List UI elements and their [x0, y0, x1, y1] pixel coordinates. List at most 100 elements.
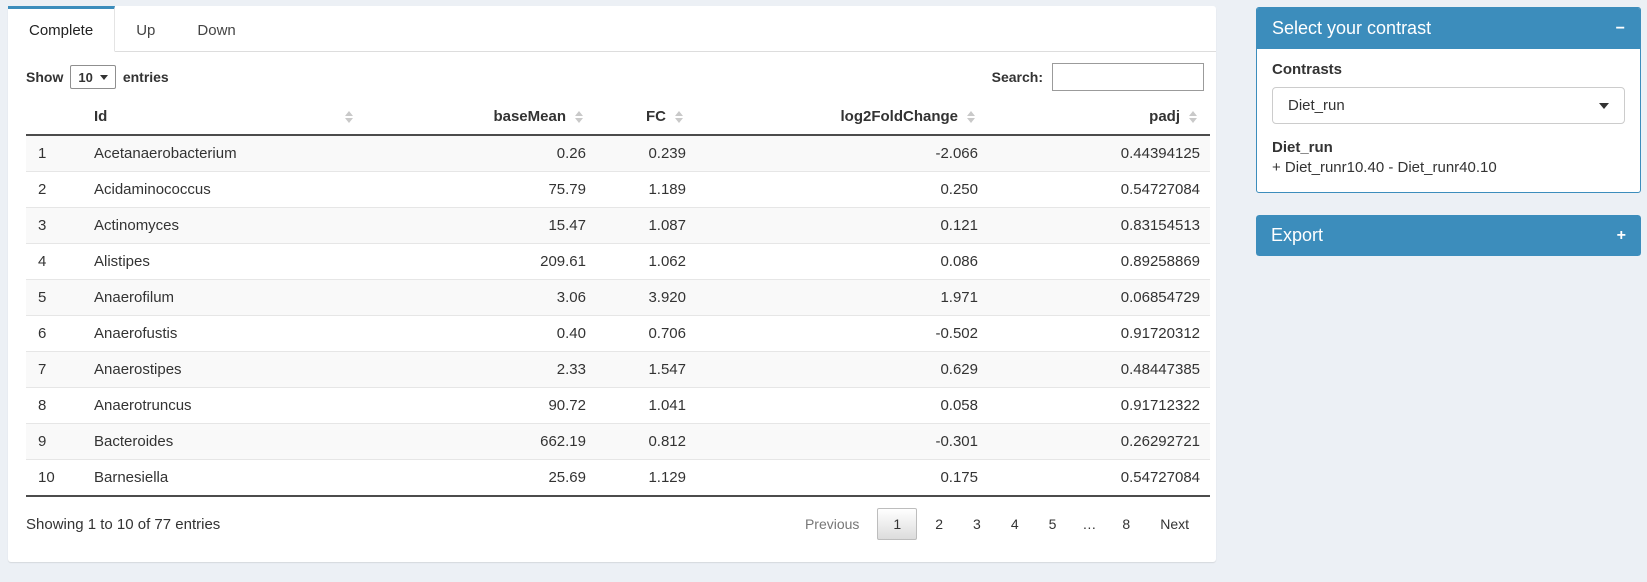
column-header-fc[interactable]: FC [596, 100, 696, 136]
export-panel-title: Export [1271, 225, 1324, 245]
cell-id: Anaerostipes [84, 351, 366, 388]
column-label: padj [1149, 108, 1180, 125]
table-row[interactable]: 9 Bacteroides 662.19 0.812 -0.301 0.26292721 [26, 423, 1210, 460]
search-control: Search: [992, 63, 1204, 91]
table-controls: Show 10 entries Search: [8, 52, 1216, 98]
search-input[interactable] [1052, 63, 1204, 91]
cell-rownum: 8 [26, 387, 84, 424]
table-row[interactable]: 4 Alistipes 209.61 1.062 0.086 0.89258869 [26, 243, 1210, 280]
cell-padj: 0.54727084 [988, 171, 1210, 208]
cell-id: Bacteroides [84, 423, 366, 460]
sort-icon [345, 111, 353, 123]
pagination: Previous 1 2 3 4 5 … 8 Next [790, 508, 1204, 540]
page-button-4[interactable]: 4 [1010, 516, 1019, 532]
collapse-icon[interactable]: − [1615, 19, 1625, 37]
contrast-formula: + Diet_runr10.40 - Diet_runr40.10 [1272, 159, 1497, 176]
cell-padj: 0.06854729 [988, 279, 1210, 316]
cell-id: Alistipes [84, 243, 366, 280]
table-row[interactable]: 5 Anaerofilum 3.06 3.920 1.971 0.06854729 [26, 279, 1210, 316]
cell-padj: 0.89258869 [988, 243, 1210, 280]
column-header-padj[interactable]: padj [988, 100, 1210, 136]
contrast-select[interactable]: Diet_run [1272, 87, 1625, 124]
export-panel-header[interactable]: Export + [1256, 215, 1641, 256]
contrast-name: Diet_run [1272, 139, 1333, 156]
cell-fc: 1.189 [596, 171, 696, 208]
results-table: Id baseMean FC log2FoldChange padj 1 Acetanae… [26, 100, 1210, 497]
cell-rownum: 1 [26, 135, 84, 172]
cell-id: Acetanaerobacterium [84, 135, 366, 172]
cell-basemean: 209.61 [366, 243, 596, 280]
cell-fc: 1.547 [596, 351, 696, 388]
cell-rownum: 5 [26, 279, 84, 316]
cell-id: Barnesiella [84, 459, 366, 497]
column-label: log2FoldChange [840, 108, 959, 125]
cell-rownum: 4 [26, 243, 84, 280]
cell-id: Anaerofilum [84, 279, 366, 316]
cell-padj: 0.48447385 [988, 351, 1210, 388]
search-label: Search: [991, 69, 1043, 85]
page-length-value: 10 [78, 69, 93, 85]
show-label: Show [26, 69, 64, 85]
page-button-3[interactable]: 3 [973, 516, 981, 532]
table-footer: Showing 1 to 10 of 77 entries Previous 1 2… [8, 497, 1216, 540]
cell-fc: 1.087 [596, 207, 696, 244]
cell-log2foldchange: -0.301 [696, 423, 988, 460]
cell-log2foldchange: 0.121 [696, 207, 988, 244]
cell-rownum: 9 [26, 423, 84, 460]
sort-icon [1189, 111, 1197, 123]
page-button-8[interactable]: 8 [1122, 516, 1131, 532]
results-panel: Complete Up Down Show 10 entries Search: I… [8, 6, 1216, 562]
table-row[interactable]: 3 Actinomyces 15.47 1.087 0.121 0.83154513 [26, 207, 1210, 244]
cell-fc: 1.129 [596, 459, 696, 497]
table-header-row: Id baseMean FC log2FoldChange padj [26, 100, 1210, 136]
page-button-next[interactable]: Next [1160, 516, 1189, 532]
cell-padj: 0.26292721 [988, 423, 1210, 460]
table-row[interactable]: 8 Anaerotruncus 90.72 1.041 0.058 0.91712322 [26, 387, 1210, 424]
export-panel: Export + [1256, 215, 1641, 256]
table-row[interactable]: 10 Barnesiella 25.69 1.129 0.175 0.54727084 [26, 459, 1210, 497]
cell-log2foldchange: 0.629 [696, 351, 988, 388]
cell-id: Actinomyces [84, 207, 366, 244]
contrast-panel-body: Contrasts Diet_run Diet_run + Diet_runr1… [1257, 49, 1640, 192]
caret-down-icon [1599, 102, 1609, 109]
column-label: FC [646, 108, 666, 125]
column-header-id[interactable]: Id [84, 100, 366, 136]
page-length-select[interactable]: 10 [70, 65, 116, 89]
table-row[interactable]: 7 Anaerostipes 2.33 1.547 0.629 0.48447385 [26, 351, 1210, 388]
tab-up[interactable]: Up [136, 22, 156, 39]
page-button-2[interactable]: 2 [935, 516, 944, 532]
sort-icon [575, 111, 583, 123]
table-row[interactable]: 2 Acidaminococcus 75.79 1.189 0.250 0.5472708… [26, 171, 1210, 208]
caret-down-icon [99, 74, 108, 80]
cell-padj: 0.54727084 [988, 459, 1210, 497]
sort-icon [675, 111, 683, 123]
expand-icon[interactable]: + [1616, 226, 1626, 244]
cell-fc: 0.706 [596, 315, 696, 352]
cell-basemean: 75.79 [366, 171, 596, 208]
column-header-log2foldchange[interactable]: log2FoldChange [696, 100, 988, 136]
cell-basemean: 0.40 [366, 315, 596, 352]
column-header-basemean[interactable]: baseMean [366, 100, 596, 136]
cell-basemean: 0.26 [366, 135, 596, 172]
contrast-panel: Select your contrast − Contrasts Diet_ru… [1256, 7, 1641, 193]
page-button-ellipsis: … [1082, 516, 1097, 532]
cell-log2foldchange: 0.175 [696, 459, 988, 497]
table-row[interactable]: 1 Acetanaerobacterium 0.26 0.239 -2.066 0.443… [26, 135, 1210, 172]
cell-fc: 3.920 [596, 279, 696, 316]
cell-log2foldchange: 0.086 [696, 243, 988, 280]
show-entries-control: Show 10 entries [26, 65, 169, 89]
contrast-panel-header[interactable]: Select your contrast − [1257, 8, 1640, 49]
tab-complete[interactable]: Complete [8, 6, 116, 52]
page-button-1[interactable]: 1 [877, 508, 918, 540]
table-row[interactable]: 6 Anaerofustis 0.40 0.706 -0.502 0.91720312 [26, 315, 1210, 352]
cell-fc: 0.812 [596, 423, 696, 460]
contrasts-label: Contrasts [1272, 61, 1343, 78]
cell-rownum: 7 [26, 351, 84, 388]
column-header-index [26, 100, 84, 136]
cell-fc: 1.041 [596, 387, 696, 424]
cell-basemean: 3.06 [366, 279, 596, 316]
page-button-5[interactable]: 5 [1048, 516, 1057, 532]
sort-icon [967, 111, 975, 123]
contrast-panel-title: Select your contrast [1272, 18, 1432, 38]
tab-down[interactable]: Down [197, 22, 236, 39]
